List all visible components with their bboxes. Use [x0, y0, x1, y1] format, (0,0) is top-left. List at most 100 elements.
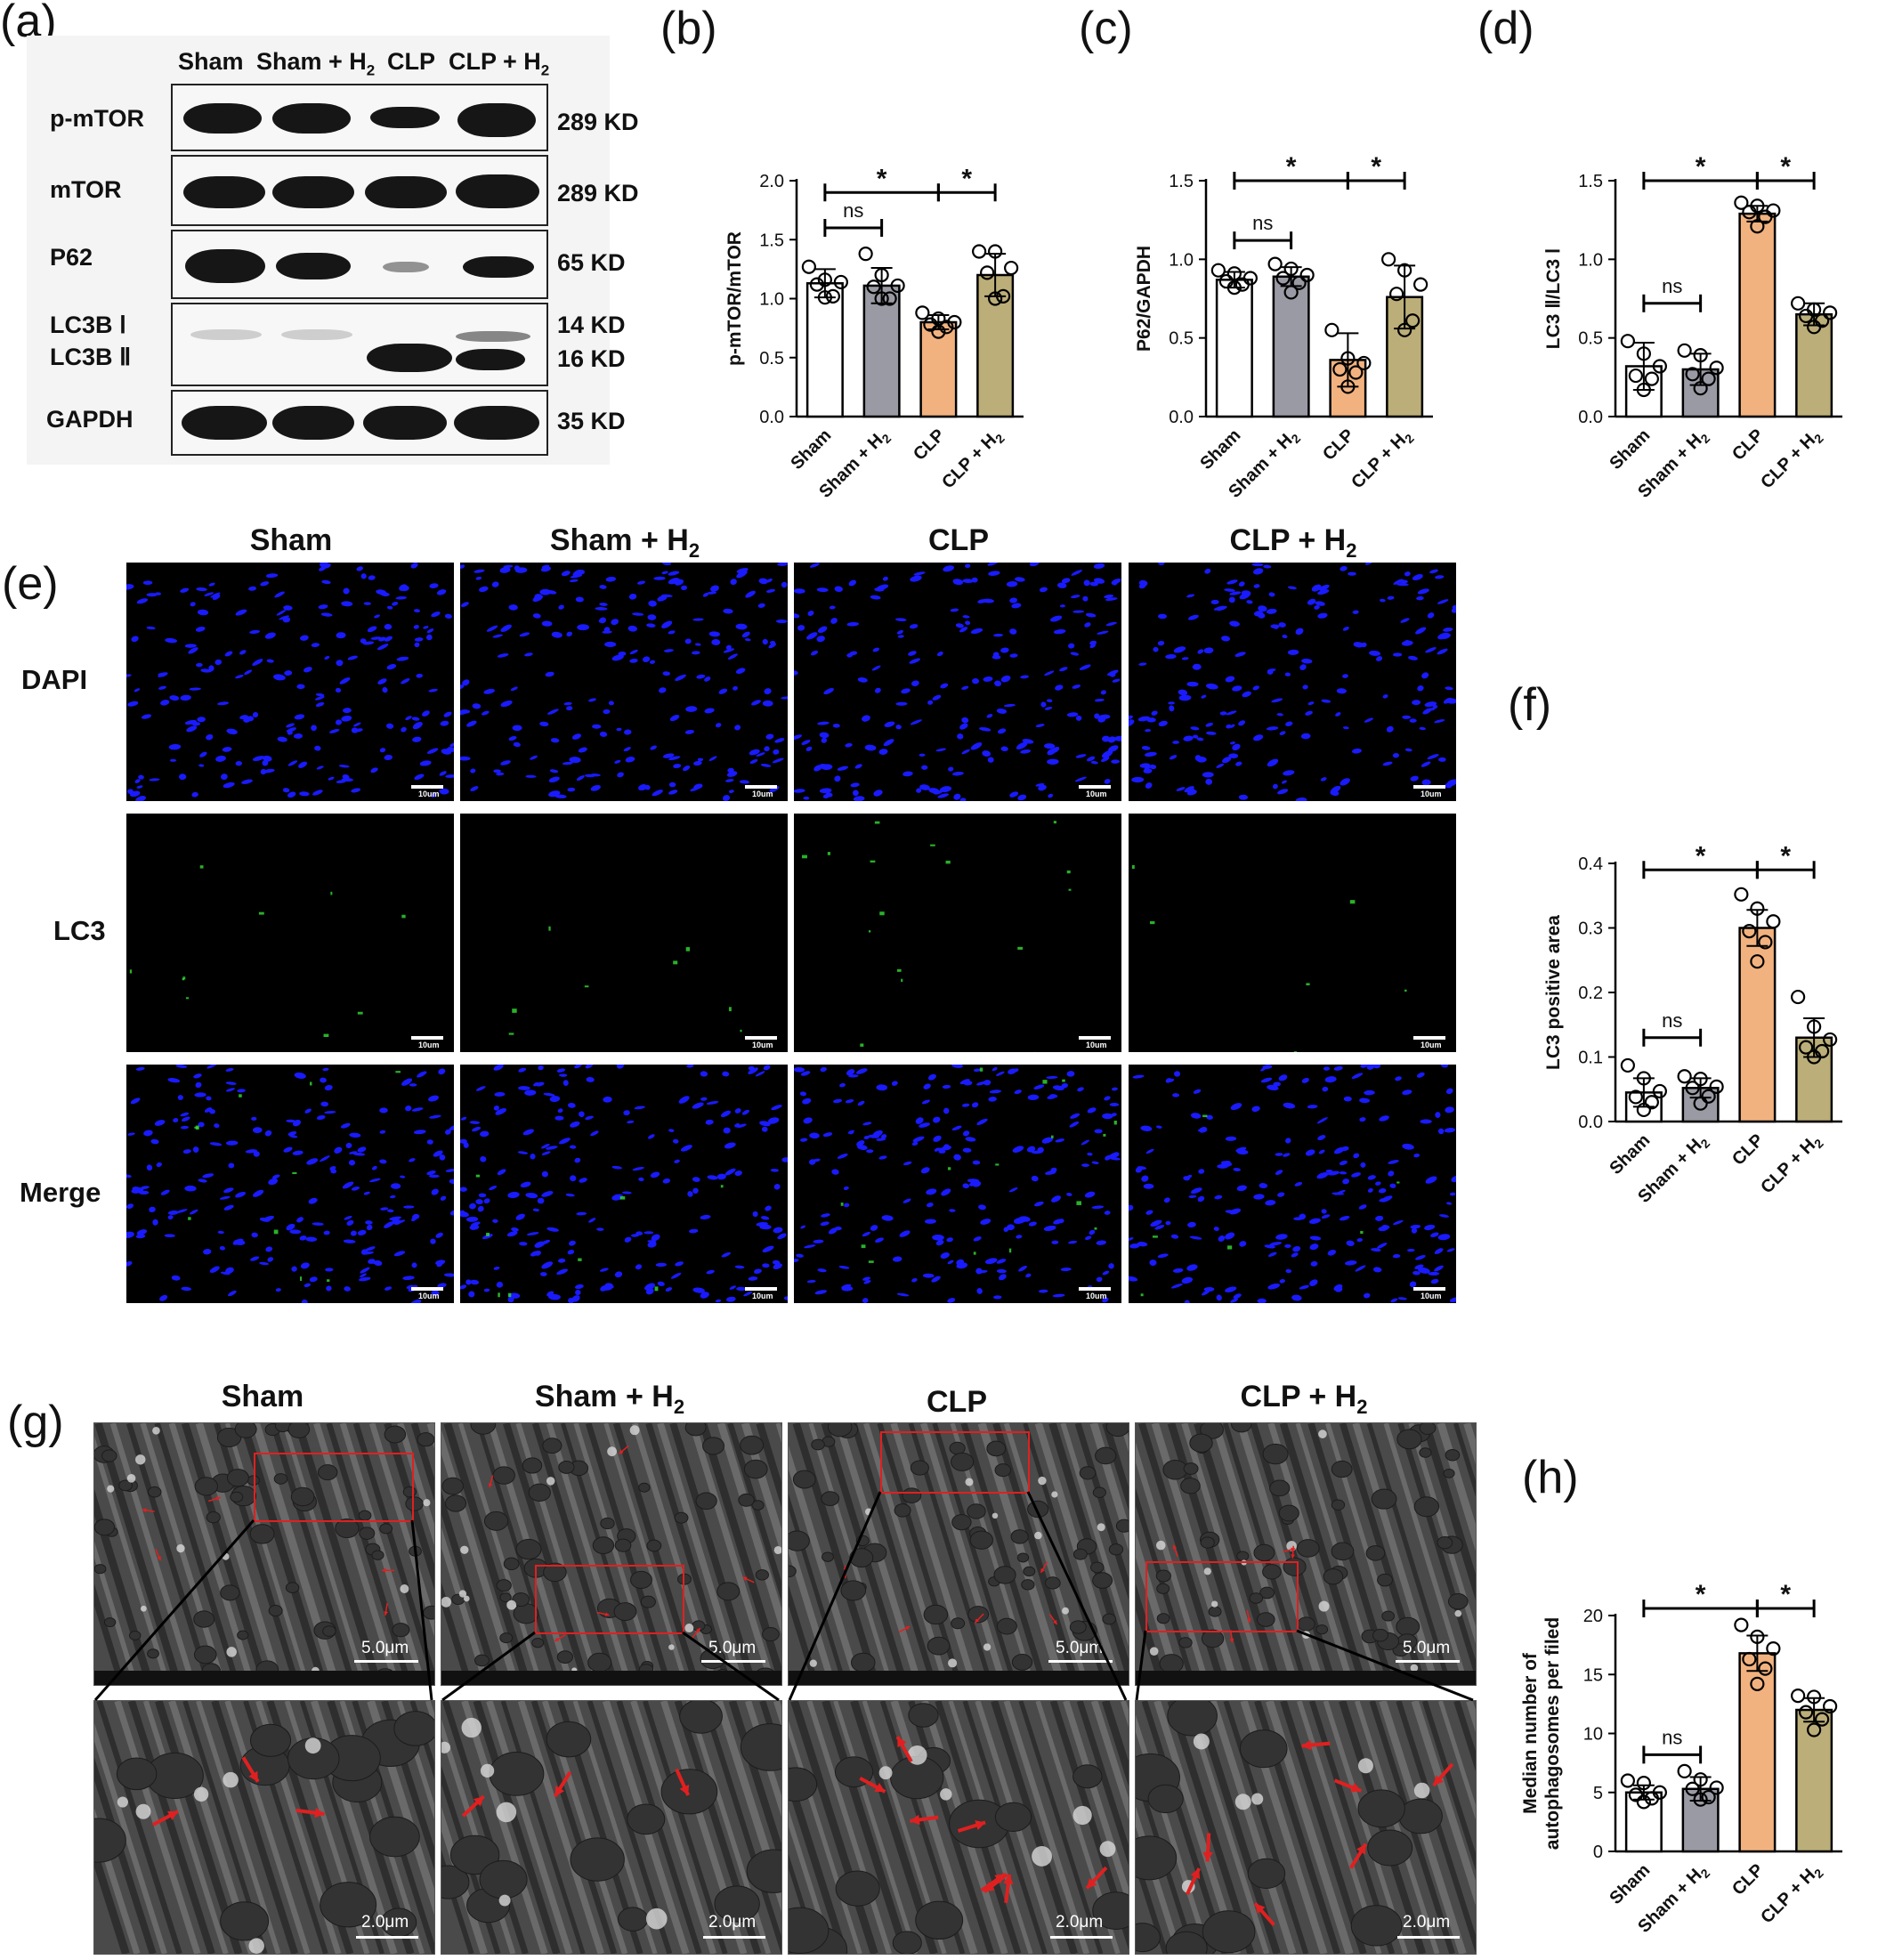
if-image: [1129, 1065, 1456, 1303]
nucleus: [741, 631, 750, 638]
nucleus: [598, 618, 605, 623]
nucleus: [1102, 1113, 1113, 1120]
nucleus: [126, 1174, 132, 1178]
mitochondrion: [908, 1703, 939, 1728]
nucleus: [672, 1138, 679, 1144]
nucleus: [948, 766, 954, 772]
nucleus: [1377, 1243, 1388, 1249]
vacuole: [773, 1545, 781, 1555]
scale-bar: [1413, 1036, 1445, 1040]
lc3-puncta: [979, 1067, 983, 1072]
vacuole: [222, 1552, 230, 1560]
nucleus: [1226, 710, 1237, 716]
nucleus: [160, 1189, 170, 1195]
nucleus: [136, 785, 143, 789]
nucleus: [1451, 1175, 1456, 1183]
nucleus: [1260, 1077, 1273, 1083]
nucleus: [1307, 701, 1315, 706]
nucleus: [239, 650, 247, 655]
nucleus: [922, 1273, 935, 1278]
nucleus: [1235, 761, 1242, 766]
nucleus: [1075, 715, 1082, 721]
nucleus: [1100, 690, 1106, 695]
nucleus: [1412, 700, 1421, 706]
nucleus: [314, 745, 321, 751]
nucleus: [1089, 1229, 1096, 1235]
significance-label: *: [1780, 152, 1791, 182]
micrograph: [789, 1701, 1129, 1954]
nucleus: [1086, 756, 1096, 762]
nucleus: [678, 1096, 690, 1104]
nucleus: [1203, 647, 1214, 654]
nucleus: [293, 733, 304, 739]
nucleus: [959, 1079, 970, 1085]
nucleus: [1166, 1078, 1175, 1083]
nucleus: [635, 1264, 643, 1270]
myofibril: [410, 1423, 434, 1502]
lc3-puncta: [498, 1292, 500, 1298]
mitochondrion: [1296, 1539, 1320, 1558]
data-point: [1685, 1781, 1700, 1796]
nucleus: [1143, 768, 1153, 773]
myofibril: [114, 1701, 201, 1954]
nucleus: [760, 764, 772, 767]
nucleus: [662, 753, 675, 758]
nucleus: [217, 701, 230, 706]
nucleus: [401, 1078, 413, 1086]
nucleus: [1008, 1068, 1016, 1074]
nucleus: [1014, 1089, 1022, 1095]
nucleus: [1052, 1293, 1065, 1298]
nucleus: [478, 1193, 487, 1198]
mitochondrion: [1278, 1504, 1299, 1522]
nucleus: [794, 1259, 799, 1263]
nucleus: [196, 662, 203, 668]
nucleus: [251, 1116, 257, 1122]
lc3-puncta: [578, 1258, 582, 1261]
nucleus: [259, 1261, 270, 1266]
mitochondrion: [445, 1494, 467, 1512]
nucleus: [1181, 657, 1189, 660]
nucleus: [299, 1235, 307, 1241]
tem-overview-image: 5.0μm: [93, 1422, 435, 1686]
nucleus: [309, 1276, 318, 1283]
nucleus: [1059, 667, 1068, 672]
nucleus: [1440, 633, 1451, 639]
nucleus: [527, 1232, 539, 1236]
lc3-puncta: [1227, 1245, 1233, 1250]
vacuole: [878, 1766, 893, 1780]
wb-band: [370, 107, 440, 128]
nucleus: [1020, 675, 1029, 679]
mitochondrion: [1208, 1606, 1222, 1617]
mitochondrion: [1072, 1548, 1088, 1560]
nucleus: [953, 1154, 961, 1161]
nucleus: [655, 1262, 668, 1268]
nucleus: [574, 1065, 582, 1069]
myofibril: [1438, 1701, 1476, 1820]
nucleus: [496, 1281, 504, 1288]
y-tick-label: 0.4: [1578, 854, 1603, 874]
tem-overview-image: 5.0μm: [441, 1422, 782, 1686]
nucleus: [294, 1072, 306, 1079]
if-tile-merge: 10um: [460, 1065, 788, 1303]
nucleus: [1373, 1065, 1381, 1069]
nucleus: [235, 1191, 247, 1198]
mitochondrion: [512, 1592, 530, 1608]
nucleus: [763, 1065, 771, 1071]
nucleus: [557, 1108, 563, 1114]
mitochondrion: [1437, 1535, 1453, 1550]
nucleus: [1186, 788, 1195, 792]
lc3-puncta: [327, 1279, 330, 1283]
wb-strip-p-mtor: [171, 84, 548, 151]
nucleus: [1145, 1210, 1153, 1215]
nucleus: [1218, 1235, 1226, 1242]
nucleus: [870, 1225, 878, 1231]
nucleus: [548, 1293, 561, 1300]
nucleus: [543, 1092, 555, 1097]
nucleus: [1236, 1185, 1247, 1192]
nucleus: [130, 1097, 141, 1105]
nucleus: [1275, 1234, 1288, 1240]
nucleus: [477, 1205, 484, 1212]
y-axis-label: P62/GAPDH: [1134, 246, 1154, 352]
if-tile-dapi: 10um: [126, 563, 454, 801]
